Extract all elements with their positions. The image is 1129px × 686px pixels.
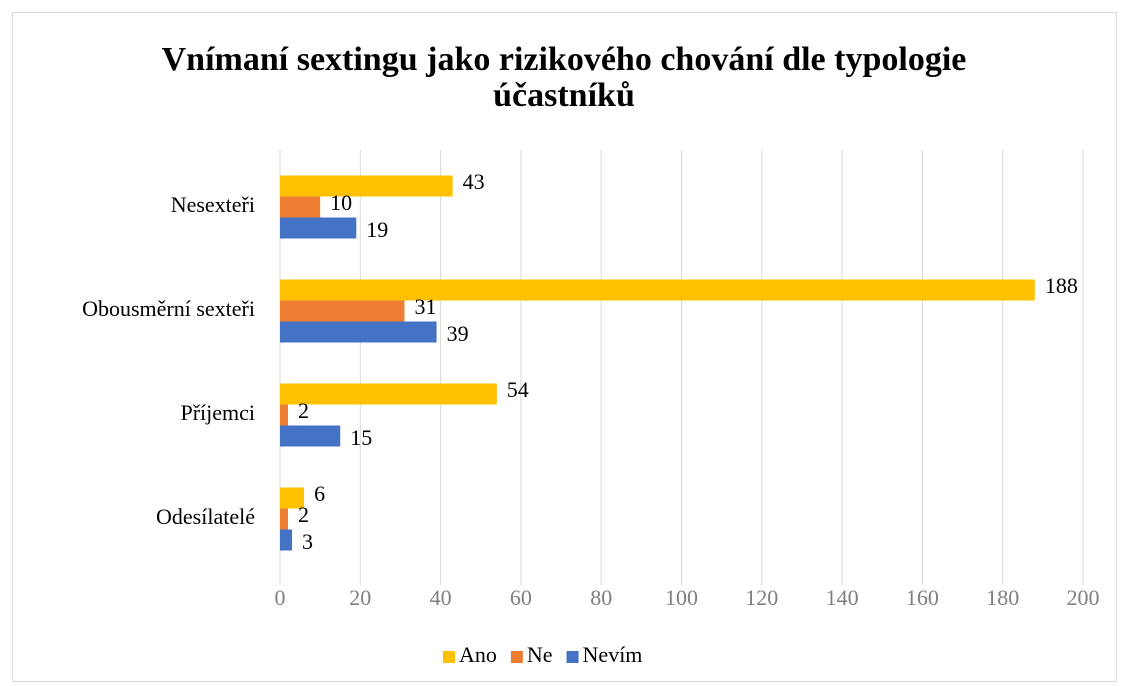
- chart-title: Vnímaní sextingu jako rizikového chování…: [161, 41, 967, 114]
- legend-label: Nevím: [583, 642, 643, 667]
- legend-swatch: [443, 651, 455, 663]
- legend-label: Ano: [459, 642, 497, 667]
- y-tick-label: Obousměrní sexteři: [82, 296, 255, 321]
- data-label: 2: [298, 502, 309, 527]
- x-tick-label: 200: [1067, 585, 1100, 610]
- legend-label: Ne: [527, 642, 553, 667]
- bar: [280, 279, 1035, 301]
- data-label: 10: [330, 190, 352, 215]
- bar: [280, 175, 453, 197]
- x-tick-label: 140: [826, 585, 859, 610]
- x-tick-label: 40: [430, 585, 452, 610]
- data-label: 43: [463, 169, 485, 194]
- x-tick-label: 160: [906, 585, 939, 610]
- x-tick-label: 80: [590, 585, 612, 610]
- bar: [280, 508, 289, 530]
- y-tick-label: Nesexteři: [171, 192, 255, 217]
- bar: [280, 487, 305, 509]
- data-label: 31: [414, 294, 436, 319]
- x-tick-label: 120: [745, 585, 778, 610]
- bar: [280, 404, 289, 426]
- data-label: 15: [350, 425, 372, 450]
- data-label: 188: [1045, 273, 1078, 298]
- y-tick-label: Příjemci: [180, 400, 255, 425]
- data-label: 6: [314, 481, 325, 506]
- bar: [280, 196, 321, 218]
- data-label: 3: [302, 529, 313, 554]
- x-tick-label: 60: [510, 585, 532, 610]
- x-tick-label: 20: [349, 585, 371, 610]
- data-label: 2: [298, 398, 309, 423]
- x-tick-label: 180: [986, 585, 1019, 610]
- chart-frame: [12, 12, 1117, 682]
- x-tick-label: 0: [275, 585, 286, 610]
- bar: [280, 217, 357, 239]
- bar: [280, 425, 341, 447]
- bar: [280, 321, 437, 343]
- bar: [280, 300, 405, 322]
- legend-swatch: [566, 651, 579, 663]
- x-tick-label: 100: [665, 585, 698, 610]
- bar: [280, 529, 293, 551]
- bar: [280, 383, 497, 405]
- data-label: 39: [447, 321, 469, 346]
- legend-swatch: [510, 651, 523, 663]
- data-label: 54: [507, 377, 529, 402]
- y-tick-label: Odesílatelé: [156, 504, 255, 529]
- data-label: 19: [366, 217, 388, 242]
